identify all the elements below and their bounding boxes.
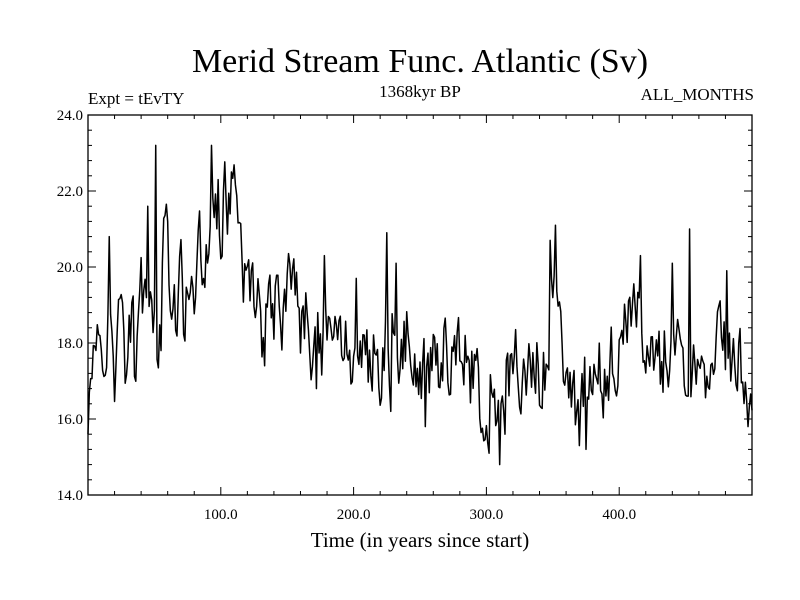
y-tick-label: 20.0 xyxy=(57,260,83,276)
y-tick-label: 24.0 xyxy=(57,108,83,124)
y-tick-label: 14.0 xyxy=(57,488,83,504)
data-series xyxy=(87,144,753,466)
x-tick-label: 200.0 xyxy=(337,507,371,523)
x-tick-label: 300.0 xyxy=(470,507,504,523)
series-line xyxy=(87,144,753,466)
y-tick-label: 18.0 xyxy=(57,336,83,352)
x-axis-label: Time (in years since start) xyxy=(311,528,530,552)
x-tick-label: 100.0 xyxy=(204,507,238,523)
y-tick-label: 16.0 xyxy=(57,412,83,428)
months-label: ALL_MONTHS xyxy=(641,85,754,104)
period-label: 1368kyr BP xyxy=(379,82,461,101)
chart-title: Merid Stream Func. Atlantic (Sv) xyxy=(192,43,648,80)
plot-frame xyxy=(87,114,753,496)
experiment-label: Expt = tEvTY xyxy=(88,89,184,108)
y-tick-label: 22.0 xyxy=(57,184,83,200)
axes: 100.0 200.0 300.0 400.0 14.0 16.0 18.0 20.0 22.0… xyxy=(57,108,752,523)
x-tick-label: 400.0 xyxy=(602,507,636,523)
